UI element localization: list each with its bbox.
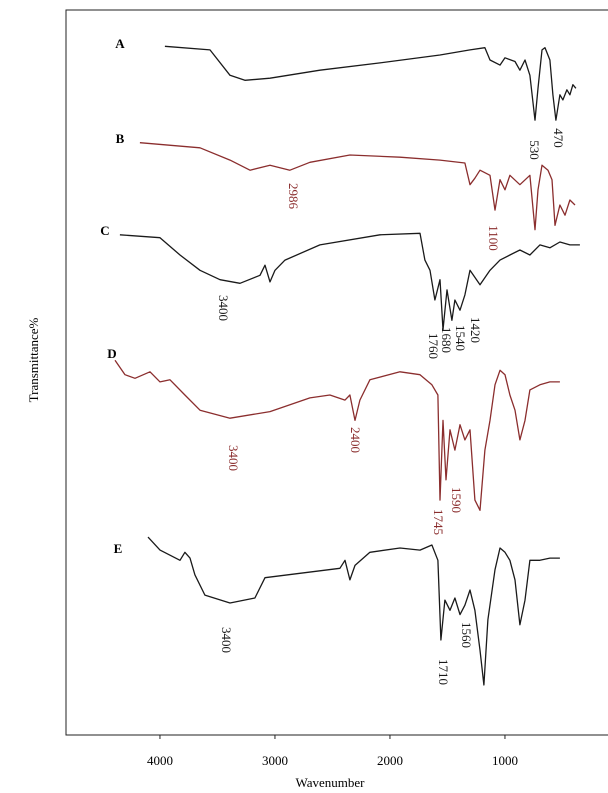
spectrum-line	[147, 536, 560, 686]
peak-label: 2400	[348, 427, 363, 453]
peak-label: 2986	[286, 183, 301, 210]
spectrum-line	[119, 232, 580, 331]
series-name: A	[115, 36, 125, 51]
peak-label: 1680	[439, 327, 454, 353]
peak-label: 3400	[226, 445, 241, 471]
y-axis-title: Transmittance%	[26, 317, 41, 402]
series-name: C	[100, 223, 109, 238]
spectrum-line	[164, 45, 577, 121]
x-tick-label: 1000	[492, 753, 518, 768]
peak-label: 1760	[426, 333, 441, 359]
x-axis-title: Wavenumber	[296, 775, 366, 790]
peak-label: 1560	[459, 622, 474, 648]
peak-label: 1745	[431, 509, 446, 535]
peak-label: 3400	[219, 627, 234, 653]
x-tick-label: 2000	[377, 753, 403, 768]
peak-label: 3400	[216, 295, 231, 321]
x-tick-label: 4000	[147, 753, 173, 768]
spectrum-line	[114, 359, 560, 511]
peak-label: 1420	[468, 317, 483, 343]
peak-label: 530	[527, 140, 542, 160]
peak-label: 1590	[449, 487, 464, 513]
peak-label: 1100	[486, 225, 501, 251]
peak-label: 470	[551, 128, 566, 148]
series-name: B	[116, 131, 125, 146]
plot-frame	[65, 9, 608, 736]
peak-label: 1540	[453, 325, 468, 351]
series-name: D	[107, 346, 116, 361]
peak-label: 1710	[436, 659, 451, 685]
spectrum-line	[139, 142, 576, 231]
x-tick-label: 3000	[262, 753, 288, 768]
series-name: E	[114, 541, 123, 556]
